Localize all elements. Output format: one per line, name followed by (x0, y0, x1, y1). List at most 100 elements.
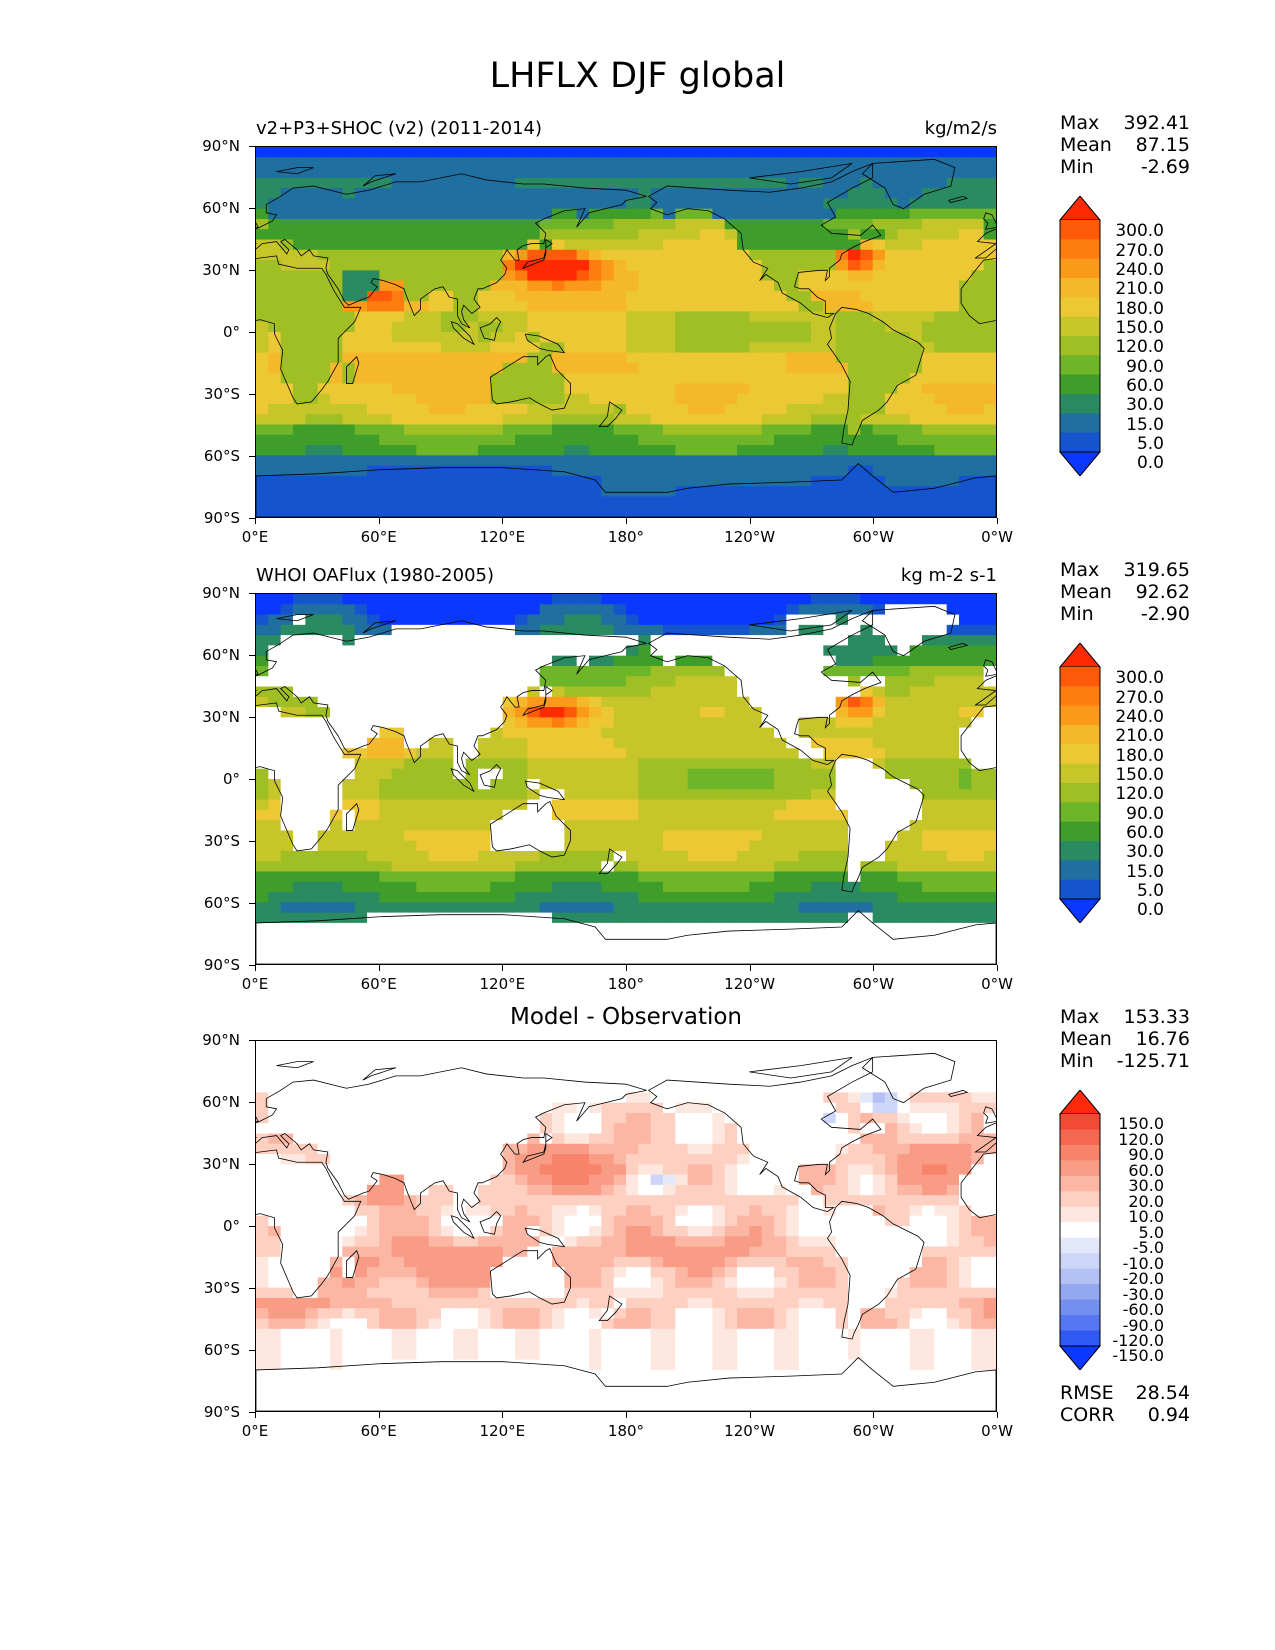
colorbar-segment (1060, 802, 1100, 823)
panel-stats: Max 153.33 Mean 16.76 Min -125.71 (1060, 1006, 1190, 1072)
stat-value: 319.65 (1123, 559, 1190, 581)
colorbar-segment (1060, 278, 1100, 298)
y-tick-mark (249, 1288, 255, 1289)
colorbar-segment (1060, 239, 1100, 260)
x-tick-mark (626, 518, 627, 524)
colorbar-label: 120.0 (1118, 1129, 1164, 1149)
colorbar-label: 20.0 (1128, 1191, 1164, 1211)
coastline-novaya (362, 1067, 396, 1081)
colorbar-label: 270.0 (1115, 240, 1164, 261)
y-tick-label: 0° (222, 323, 240, 341)
x-tick-mark (255, 518, 256, 524)
coastline-canarch (749, 1057, 853, 1079)
stat-row-mean: Mean 92.62 (1060, 581, 1190, 603)
colorbar-label: 150.0 (1115, 318, 1164, 338)
colorbar-outline (1059, 1114, 1101, 1346)
coastline-borneo (479, 317, 502, 341)
y-tick-mark (249, 717, 255, 718)
coastline-svalbard (276, 167, 314, 175)
colorbar-label: 300.0 (1115, 668, 1164, 689)
coastline-iceland (947, 642, 969, 650)
x-tick-label: 0°E (241, 975, 269, 993)
y-tick-mark (249, 394, 255, 395)
x-tick-label: 0°W (981, 1422, 1013, 1440)
colorbar-label: 5.0 (1136, 881, 1164, 901)
coastline-australia (489, 1248, 571, 1305)
colorbar-label: 240.0 (1115, 260, 1164, 280)
coastline-madagascar (346, 355, 360, 384)
x-tick-label: 120°W (724, 528, 776, 546)
y-tick-mark (249, 1412, 255, 1413)
map-frame (255, 1040, 997, 1412)
colorbar-segment (1060, 1330, 1100, 1347)
y-tick-label: 90°N (202, 1031, 240, 1049)
coastline-nz (598, 848, 623, 874)
y-tick-label: 90°N (202, 137, 240, 155)
colorbar-segment (1060, 705, 1100, 726)
colorbar-segment (1060, 1253, 1100, 1270)
x-tick-mark (749, 1412, 751, 1418)
x-tick-label: 120°W (724, 975, 776, 993)
colorbar-segment (1060, 763, 1100, 784)
colorbar-label: 300.0 (1115, 221, 1164, 242)
coastline-namerica (647, 609, 882, 766)
x-tick-label: 180° (607, 975, 645, 993)
field-cells (256, 1041, 996, 1411)
panel-left-title: v2+P3+SHOC (v2) (2011-2014) (256, 118, 543, 139)
panel-center-title: Model - Observation (509, 1004, 743, 1030)
colorbar-segment (1060, 1268, 1100, 1285)
colorbar (1058, 643, 1102, 923)
stat-label: Mean (1060, 581, 1112, 603)
metric-label: RMSE (1060, 1382, 1114, 1404)
x-tick-mark (873, 965, 875, 971)
colorbar (1058, 1090, 1102, 1370)
colorbar-segment (1060, 413, 1100, 434)
panel-left-title: WHOI OAFlux (1980-2005) (256, 565, 494, 586)
x-tick-label: 120°E (479, 975, 526, 993)
coastline-iceland (947, 1089, 969, 1097)
colorbar-segment (1060, 336, 1100, 356)
map-frame (255, 146, 997, 518)
y-tick-mark (249, 208, 255, 209)
y-tick-mark (249, 456, 255, 457)
colorbar-outline (1059, 667, 1101, 899)
colorbar-segment (1060, 879, 1100, 900)
y-tick-label: 30°N (202, 261, 240, 279)
stat-row-max: Max 392.41 (1060, 112, 1190, 134)
metric-label: CORR (1060, 1404, 1115, 1426)
colorbar-segment (1060, 1129, 1100, 1146)
colorbar-label: 15.0 (1126, 861, 1164, 882)
coastlines (256, 605, 996, 964)
colorbar-label: 10.0 (1128, 1207, 1164, 1227)
y-tick-mark (249, 655, 255, 656)
x-tick-label: 180° (607, 1422, 645, 1440)
colorbar-label: -150.0 (1112, 1346, 1164, 1366)
y-tick-label: 90°S (203, 509, 240, 527)
field-cells (256, 147, 996, 517)
coastline-eurasia (256, 620, 996, 776)
colorbar-segment (1060, 860, 1100, 881)
coastline-sumatra (450, 768, 475, 793)
colorbar-segment (1060, 432, 1100, 453)
colorbar-segment (1060, 1222, 1100, 1239)
coastline-namerica (647, 1056, 882, 1213)
colorbar-label: 60.0 (1126, 823, 1164, 843)
coastline-antarctica (256, 1357, 996, 1411)
y-tick-label: 90°S (203, 956, 240, 974)
coastlines (256, 1052, 996, 1411)
y-tick-label: 30°S (203, 1279, 240, 1297)
x-tick-mark (502, 965, 504, 971)
x-tick-mark (873, 518, 875, 524)
colorbar-extend-top (1058, 643, 1102, 668)
coastline-madagascar (346, 802, 360, 831)
coastline-samerica (826, 306, 925, 446)
coastline-africa (256, 255, 996, 405)
y-tick-label: 30°N (202, 1155, 240, 1173)
colorbar-label: 5.0 (1138, 1222, 1164, 1242)
stat-row-min: Min -2.90 (1060, 603, 1190, 625)
x-tick-label: 60°E (360, 975, 397, 993)
colorbar-segment (1060, 220, 1100, 240)
coastline-borneo (479, 764, 502, 788)
x-tick-label: 60°W (852, 975, 895, 993)
colorbar-segment (1060, 355, 1100, 376)
